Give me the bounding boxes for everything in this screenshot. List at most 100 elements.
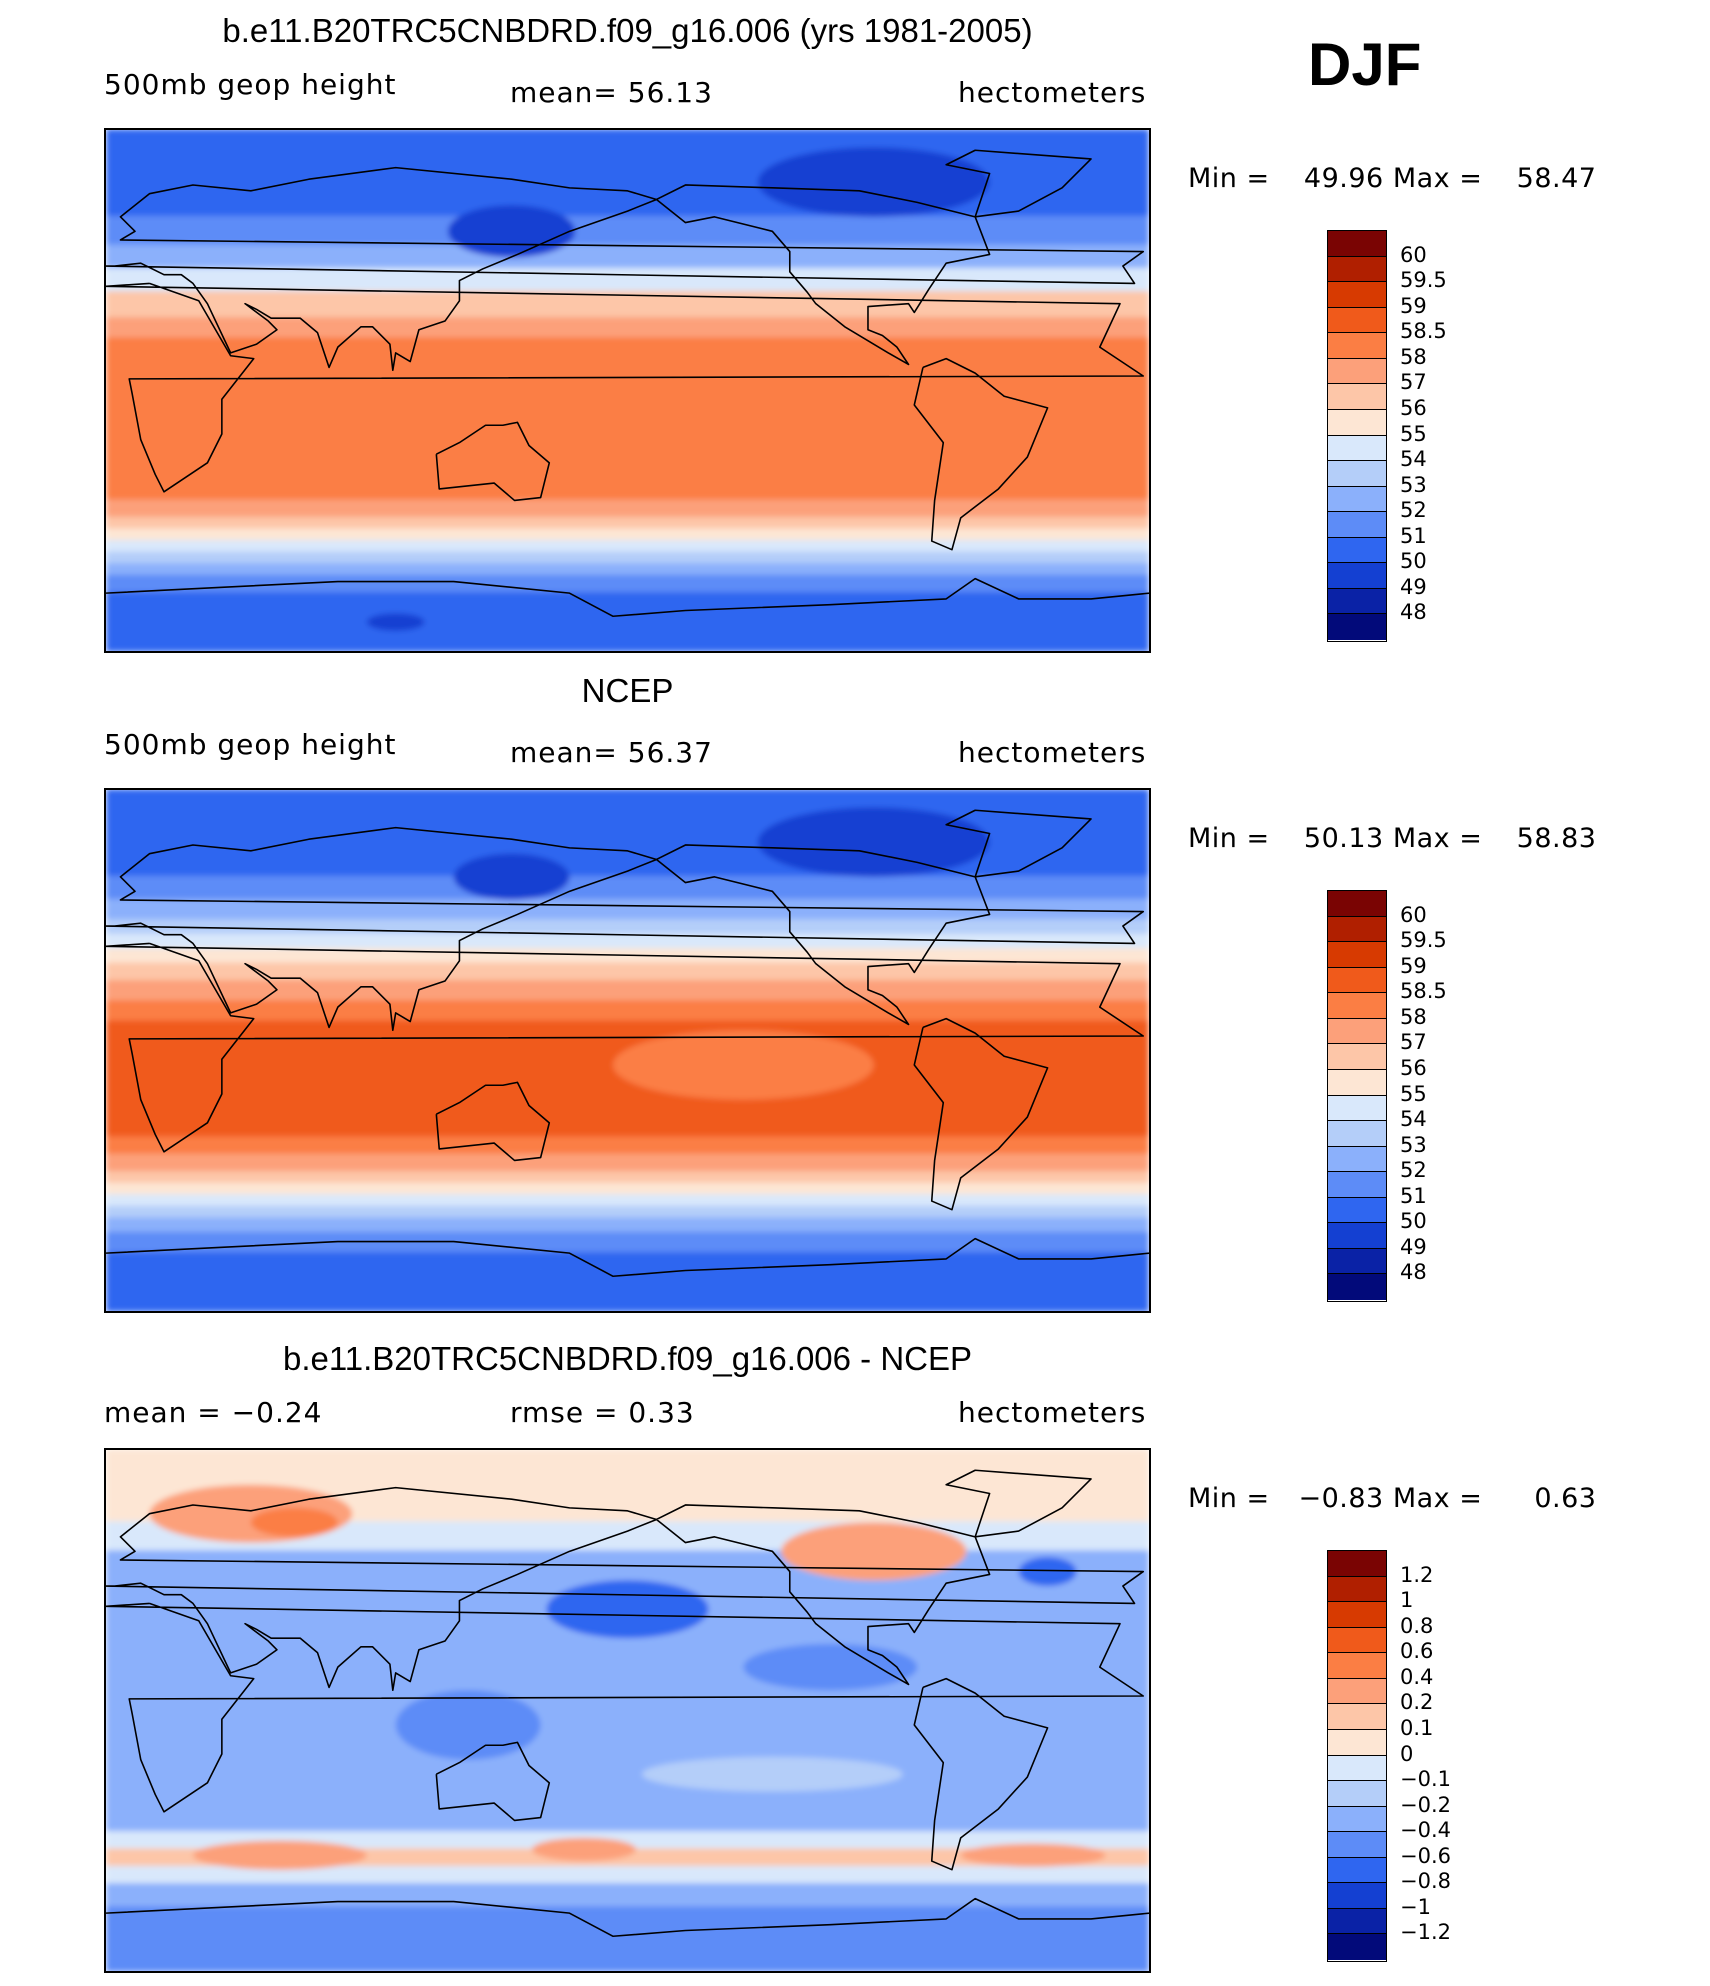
field-anomaly — [613, 1030, 874, 1100]
coastline — [913, 1017, 1049, 1211]
coastline — [106, 282, 1145, 493]
field-band — [106, 130, 1149, 189]
field-anomaly — [781, 1522, 967, 1581]
colorbar-tick-label: 55 — [1400, 1081, 1427, 1106]
field-anomaly — [447, 205, 576, 258]
colorbar-swatch — [1328, 1627, 1386, 1654]
panel-2-min-max: Min = 50.13 Max = 58.83 — [1188, 823, 1596, 854]
colorbar-swatch — [1328, 1069, 1386, 1096]
colorbar-tick-label: −0.2 — [1400, 1792, 1451, 1817]
colorbar-swatch — [1328, 1883, 1386, 1909]
colorbar-tick-label: 51 — [1400, 523, 1427, 548]
panel-3-map — [104, 1448, 1151, 1973]
panel-3-max-value: 0.63 — [1534, 1483, 1597, 1514]
field-band — [106, 1217, 1149, 1234]
coastline — [106, 1897, 1149, 1938]
colorbar-tick-label: −0.6 — [1400, 1843, 1451, 1868]
colorbar-swatch — [1328, 435, 1386, 462]
colorbar-tick-label: 56 — [1400, 395, 1427, 420]
colorbar-swatch — [1328, 1908, 1386, 1935]
colorbar-swatch — [1328, 307, 1386, 334]
panel-2-variable-label: 500mb geop height — [104, 728, 397, 761]
field-band — [106, 1171, 1149, 1185]
coastline — [945, 1469, 1092, 1538]
coastline — [913, 357, 1049, 551]
colorbar-swatch — [1328, 1781, 1386, 1807]
panel-3-rmse-label: rmse = 0.33 — [510, 1396, 695, 1429]
colorbar-swatch — [1328, 563, 1386, 589]
coastline — [655, 1504, 991, 1686]
field-anomaly — [757, 807, 990, 877]
coastline — [435, 421, 551, 502]
colorbar-tick-label: 49 — [1400, 1234, 1427, 1259]
field-band — [106, 898, 1149, 922]
field-band — [106, 1810, 1149, 1834]
field-anomaly — [395, 1690, 541, 1760]
field-band — [106, 540, 1149, 554]
panel-1-field — [106, 130, 1149, 651]
colorbar-swatch — [1328, 512, 1386, 538]
panel-2-max-value: 58.83 — [1516, 823, 1597, 854]
colorbar-tick-label: −0.8 — [1400, 1869, 1451, 1894]
colorbar-swatch — [1328, 1704, 1386, 1730]
colorbar-tick-label: −1.2 — [1400, 1920, 1451, 1945]
colorbar-swatch — [1328, 461, 1386, 487]
colorbar-swatch — [1328, 256, 1386, 283]
panel-2-units-label: hectometers — [958, 736, 1147, 769]
panel-2-map-svg — [106, 790, 1149, 1311]
colorbar-tick-label: 49 — [1400, 574, 1427, 599]
colorbar-tick-label: 60 — [1400, 242, 1427, 267]
coastline — [435, 1081, 551, 1162]
colorbar-swatch — [1328, 1653, 1386, 1679]
colorbar-tick-label: 0.8 — [1400, 1613, 1434, 1638]
coastline — [106, 1237, 1149, 1278]
colorbar-swatch — [1328, 333, 1386, 359]
colorbar-tick-label: 58 — [1400, 344, 1427, 369]
colorbar-tick-label: 48 — [1400, 1260, 1427, 1285]
colorbar-tick-label: 59.5 — [1400, 928, 1447, 953]
panel-2-max-label: Max = — [1392, 823, 1483, 854]
colorbar-tick-label: 58 — [1400, 1004, 1427, 1029]
field-anomaly — [250, 1507, 338, 1537]
colorbar-swatch — [1328, 409, 1386, 436]
panel-2-map — [104, 788, 1151, 1313]
colorbar-tick-label: 56 — [1400, 1055, 1427, 1080]
panel-2-coastlines — [106, 809, 1149, 1278]
colorbar-tick-label: 55 — [1400, 421, 1427, 446]
colorbar-swatch — [1328, 1223, 1386, 1249]
panel-1-min-max: Min = 49.96 Max = 58.47 — [1188, 163, 1596, 194]
field-band — [106, 337, 1149, 479]
field-band — [106, 528, 1149, 543]
colorbar-tick-label: −1 — [1400, 1894, 1431, 1919]
colorbar-swatch — [1328, 1729, 1386, 1756]
field-band — [106, 1906, 1149, 1971]
field-band — [106, 1153, 1149, 1174]
coastline — [945, 149, 1092, 218]
coastline — [106, 577, 1149, 618]
colorbar-tick-label: 58.5 — [1400, 319, 1447, 344]
panel-3-title: b.e11.B20TRC5CNBDRD.f09_g16.006 - NCEP — [282, 1340, 973, 1377]
field-band — [106, 563, 1149, 577]
field-band — [106, 499, 1149, 519]
panel-1-min-label: Min = — [1188, 163, 1270, 194]
colorbar-tick-label: 59 — [1400, 293, 1427, 318]
coastline — [913, 1677, 1049, 1871]
colorbar-swatch — [1328, 1095, 1386, 1122]
field-band — [106, 1136, 1149, 1156]
coastline — [106, 1602, 1145, 1813]
field-band — [106, 875, 1149, 901]
field-anomaly — [757, 147, 990, 217]
field-anomaly — [641, 1756, 903, 1792]
colorbar-swatch — [1328, 358, 1386, 385]
colorbar-swatch — [1328, 384, 1386, 410]
panel-2-min-label: Min = — [1188, 823, 1270, 854]
panel-1-max-label: Max = — [1392, 163, 1483, 194]
panel-1-coastlines — [106, 149, 1149, 618]
colorbar-tick-label: 0 — [1400, 1741, 1414, 1766]
colorbar-swatch — [1328, 1248, 1386, 1275]
coastline — [106, 166, 1145, 372]
colorbar-tick-label: 0.1 — [1400, 1715, 1434, 1740]
colorbar-tick-label: −0.4 — [1400, 1818, 1451, 1843]
field-band — [106, 1000, 1149, 1023]
panel-3-units-label: hectometers — [958, 1396, 1147, 1429]
